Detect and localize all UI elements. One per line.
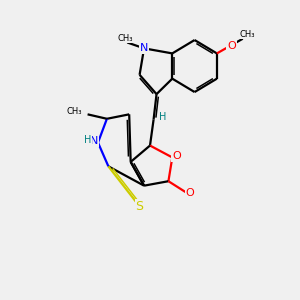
Text: CH₃: CH₃ [66, 107, 82, 116]
Text: CH₃: CH₃ [118, 34, 134, 43]
Text: H: H [159, 112, 167, 122]
Text: N: N [90, 136, 99, 146]
Text: O: O [227, 41, 236, 51]
Text: N: N [140, 44, 148, 53]
Text: S: S [136, 200, 144, 213]
Text: O: O [172, 151, 181, 161]
Text: O: O [186, 188, 194, 198]
Text: H: H [84, 135, 91, 145]
Text: CH₃: CH₃ [239, 30, 255, 39]
